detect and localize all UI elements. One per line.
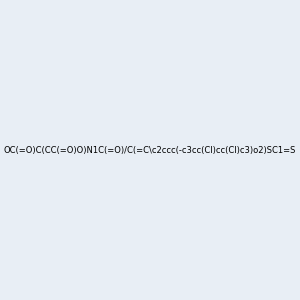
Text: OC(=O)C(CC(=O)O)N1C(=O)/C(=C\c2ccc(-c3cc(Cl)cc(Cl)c3)o2)SC1=S: OC(=O)C(CC(=O)O)N1C(=O)/C(=C\c2ccc(-c3cc… (4, 146, 296, 154)
